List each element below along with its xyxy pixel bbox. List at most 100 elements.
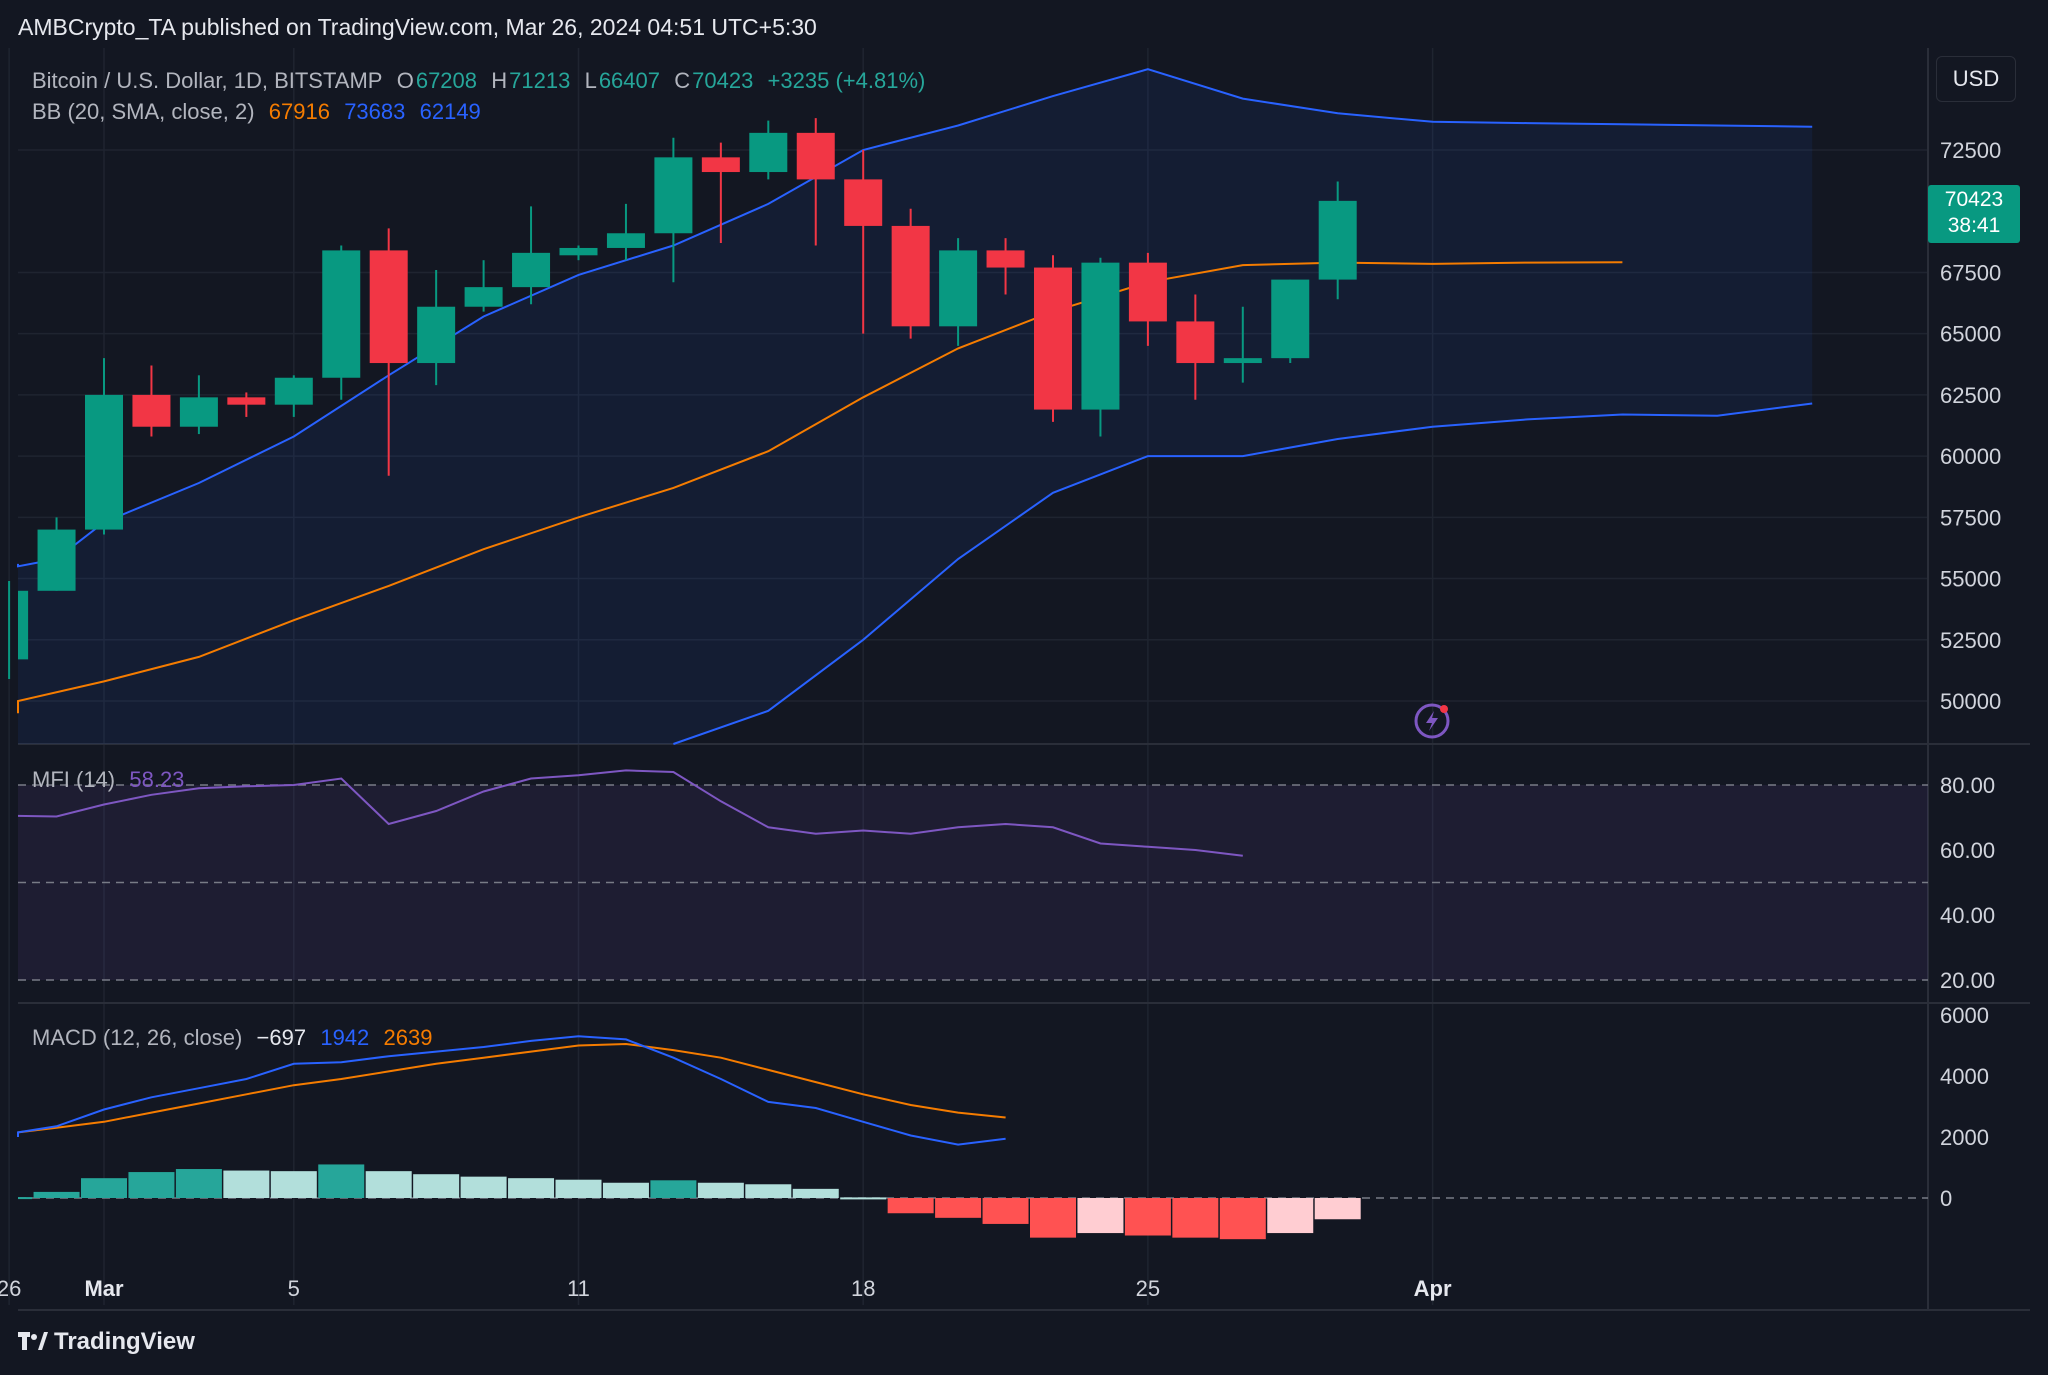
candle[interactable] [1318,181,1357,300]
macd-tick-label: 4000 [1940,1064,1989,1089]
price-tick-label: 60000 [1940,444,2001,469]
candle[interactable] [1034,255,1072,422]
candle[interactable] [1223,306,1262,383]
low-value: 66407 [598,68,660,93]
price-tick-label: 55000 [1940,567,2001,592]
candle-body [1034,267,1072,410]
candle[interactable] [796,118,835,246]
price-tick-label: 67500 [1940,260,2001,285]
candle[interactable] [85,358,123,535]
mfi-tick-label: 60.00 [1940,838,1995,863]
mfi-tick-label: 20.00 [1940,968,1995,993]
candle[interactable] [701,142,740,244]
bb-lower-line [673,402,1813,745]
macd-histogram-bar [18,1197,33,1200]
candle[interactable] [606,203,645,261]
candle[interactable] [891,208,930,339]
bb-lower-value: 62149 [419,99,481,124]
macd-histogram-bar [1124,1198,1171,1236]
high-value: 71213 [509,68,571,93]
macd-tick-label: 6000 [1940,1003,1989,1028]
candle[interactable] [322,245,361,400]
macd-legend: MACD (12, 26, close) −697 1942 2639 [32,1025,434,1051]
publisher-header: AMBCrypto_TA published on TradingView.co… [18,14,817,40]
macd-histogram-bar [1172,1198,1219,1238]
candle[interactable] [464,260,503,312]
candle[interactable] [939,238,978,346]
macd-histogram-bar [81,1178,127,1198]
price-tick-label: 62500 [1940,383,2001,408]
price-tick-label: 57500 [1940,505,2001,530]
candle-body [796,132,835,180]
candle-body [606,233,645,248]
candle-body [37,529,76,591]
candle[interactable] [132,365,171,437]
change-value: +3235 (+4.81%) [767,68,926,93]
candle[interactable] [512,206,551,305]
bar-countdown: 38:41 [1947,214,2001,237]
date-tick-label: Mar [84,1276,124,1301]
candle-body [85,394,123,530]
candle-body [939,250,978,327]
candle[interactable] [1081,257,1120,437]
mfi-tick-label: 40.00 [1940,903,1995,928]
macd-signal-value: 2639 [383,1025,433,1050]
candle[interactable] [179,375,218,435]
candle-body [179,397,218,427]
open-label: O [396,68,414,93]
macd-histogram-bar [650,1180,697,1198]
candle[interactable] [654,137,693,283]
candle[interactable] [417,269,456,386]
candle[interactable] [986,238,1025,295]
mfi-line [17,769,1243,857]
candle[interactable] [1271,279,1310,364]
candle[interactable] [844,150,883,334]
bb-basis-value: 67916 [268,99,330,124]
candle-body [1271,279,1310,359]
last-price-value: 70423 [1944,188,2004,211]
candle[interactable] [559,245,598,261]
macd-histogram-bar [128,1172,175,1198]
candle-body [1176,321,1215,364]
candle[interactable] [227,392,266,417]
candle-body [891,225,930,327]
price-tick-label: 72500 [1940,138,2001,163]
macd-histogram-bar [1314,1198,1361,1220]
candle-body [1128,262,1167,322]
date-tick-label: 11 [567,1276,590,1301]
lightning-icon[interactable] [1414,703,1450,739]
macd-histogram-bar [1219,1198,1266,1240]
candle-body [844,179,883,226]
candle-body [464,287,503,307]
macd-histogram-bar [887,1198,934,1214]
candle[interactable] [1176,294,1215,400]
candle-body [701,157,740,173]
currency-button[interactable]: USD [1936,56,2016,102]
candle[interactable] [749,120,788,180]
price-tick-label: 65000 [1940,322,2001,347]
candle[interactable] [8,581,29,679]
candle[interactable] [369,228,408,476]
candle[interactable] [37,517,76,591]
candle-body [322,250,361,378]
macd-tick-label: 2000 [1940,1125,1989,1150]
macd-histogram-bar [555,1179,602,1198]
high-label: H [491,68,508,93]
tradingview-brand[interactable]: TradingView [18,1328,195,1356]
candle[interactable] [1128,252,1167,346]
mfi-value: 58.23 [129,767,185,792]
macd-label: MACD (12, 26, close) [32,1025,243,1050]
macd-histogram-bar [697,1182,744,1198]
date-tick-label: 18 [851,1276,875,1301]
macd-signal-line [17,1042,1006,1134]
candle-body [18,590,29,660]
candle-body [1081,262,1120,410]
close-label: C [674,68,691,93]
bb-upper-value: 73683 [344,99,406,124]
macd-histogram-bar [270,1171,317,1198]
candle-body [1223,358,1262,364]
macd-histogram-bar [1030,1198,1076,1238]
tradingview-logo-icon [18,1332,48,1350]
candle[interactable] [274,375,313,417]
